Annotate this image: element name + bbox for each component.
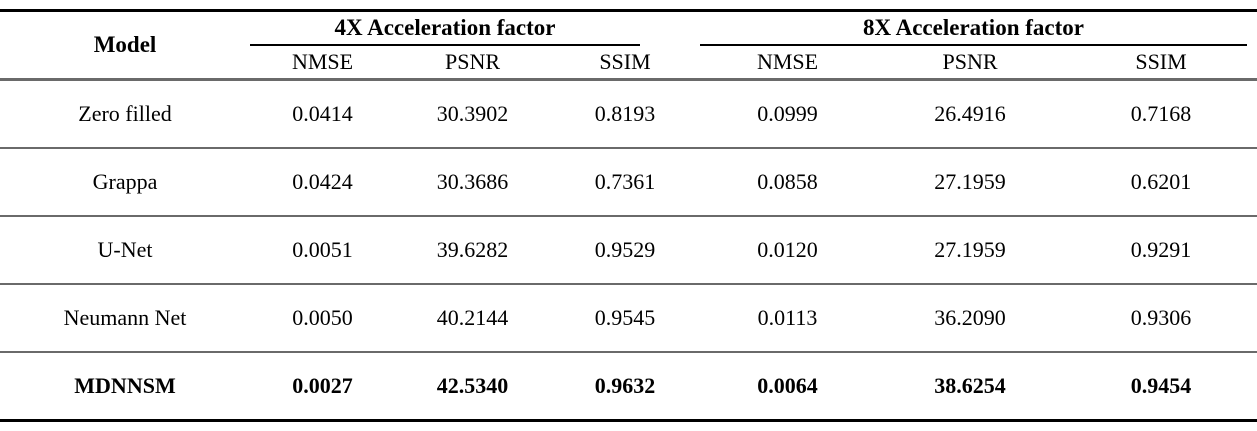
model-name: Neumann Net (0, 283, 250, 352)
table-cell: 0.0050 (250, 283, 395, 352)
table-cell: 0.7361 (550, 147, 700, 216)
table-cell: 0.0414 (292, 101, 353, 126)
model-name: U-Net (0, 215, 250, 284)
table-row-zero-filled: Zero filled 0.0414 30.3902 0.8193 0.0999… (0, 80, 1257, 149)
table-cell: 40.2144 (395, 283, 550, 352)
table-cell: 0.8193 (594, 101, 656, 126)
table-cell: 0.0051 (250, 215, 395, 284)
table-cell: 27.1959 (875, 147, 1065, 216)
table-cell: 0.0858 (700, 147, 875, 216)
table-cell: 0.0120 (700, 215, 875, 284)
col-header-ssim-8x: SSIM (1065, 46, 1257, 81)
table-cell: 26.4916 (934, 101, 1006, 126)
table-body: Zero filled 0.0414 30.3902 0.8193 0.0999… (0, 80, 1257, 421)
table-cell: 36.2090 (875, 283, 1065, 352)
col-header-ssim-4x: SSIM (550, 46, 700, 81)
table-cell: 30.3902 (436, 101, 509, 126)
col-header-psnr-4x: PSNR (395, 46, 550, 81)
model-name: Zero filled (78, 101, 172, 126)
metric-header-row: NMSE PSNR SSIM NMSE PSNR SSIM (0, 46, 1257, 81)
table-cell: 0.9632 (550, 351, 700, 421)
table-cell: 30.3686 (395, 147, 550, 216)
group-header-row: Model 4X Acceleration factor 8X Accelera… (0, 10, 1257, 81)
table-row-neumann-net: Neumann Net 0.0050 40.2144 0.9545 0.0113… (0, 283, 1257, 352)
table-cell: 0.9454 (1065, 351, 1257, 421)
group-header-8x: 8X Acceleration factor (700, 11, 1257, 46)
col-header-psnr-8x: PSNR (875, 46, 1065, 81)
results-table: Model 4X Acceleration factor 8X Accelera… (0, 9, 1257, 422)
table-cell: 27.1959 (875, 215, 1065, 284)
model-name: Grappa (0, 147, 250, 216)
table-row-grappa: Grappa 0.0424 30.3686 0.7361 0.0858 27.1… (0, 147, 1257, 216)
col-header-nmse-4x: NMSE (250, 46, 395, 81)
table-cell: 0.0424 (250, 147, 395, 216)
group-header-8x-label: 8X Acceleration factor (700, 12, 1248, 46)
table-cell: 42.5340 (395, 351, 550, 421)
model-name: MDNNSM (0, 351, 250, 421)
table-cell: 39.6282 (395, 215, 550, 284)
table-header: Model 4X Acceleration factor 8X Accelera… (0, 10, 1257, 81)
col-header-nmse-8x: NMSE (700, 46, 875, 81)
table-cell: 0.9545 (550, 283, 700, 352)
table-cell: 0.0027 (250, 351, 395, 421)
group-header-4x-label: 4X Acceleration factor (250, 12, 640, 46)
table-cell: 0.7168 (1130, 101, 1192, 126)
table-row-mdnnsm: MDNNSM 0.0027 42.5340 0.9632 0.0064 38.6… (0, 351, 1257, 421)
table-cell: 0.0064 (700, 351, 875, 421)
model-column-header: Model (0, 10, 250, 81)
table-cell: 0.0113 (700, 283, 875, 352)
table-row-unet: U-Net 0.0051 39.6282 0.9529 0.0120 27.19… (0, 215, 1257, 284)
group-header-4x: 4X Acceleration factor (250, 11, 700, 46)
table-cell: 0.0999 (757, 101, 818, 126)
table-cell: 38.6254 (875, 351, 1065, 421)
table-cell: 0.9529 (550, 215, 700, 284)
table-cell: 0.9306 (1065, 283, 1257, 352)
table-cell: 0.6201 (1065, 147, 1257, 216)
table-cell: 0.9291 (1065, 215, 1257, 284)
